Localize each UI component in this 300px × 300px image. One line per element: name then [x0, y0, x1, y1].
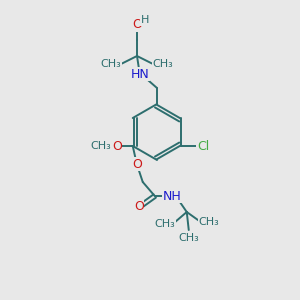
Text: O: O	[132, 158, 142, 170]
Text: NH: NH	[162, 190, 181, 202]
Text: CH₃: CH₃	[178, 233, 199, 243]
Text: CH₃: CH₃	[100, 59, 122, 69]
Text: O: O	[132, 19, 142, 32]
Text: O: O	[134, 200, 144, 214]
Text: CH₃: CH₃	[154, 219, 175, 229]
Text: Cl: Cl	[197, 140, 209, 152]
Text: CH₃: CH₃	[90, 141, 111, 151]
Text: HN: HN	[130, 68, 149, 80]
Text: H: H	[141, 15, 149, 25]
Text: O: O	[112, 140, 122, 152]
Text: CH₃: CH₃	[153, 59, 173, 69]
Text: CH₃: CH₃	[198, 217, 219, 227]
